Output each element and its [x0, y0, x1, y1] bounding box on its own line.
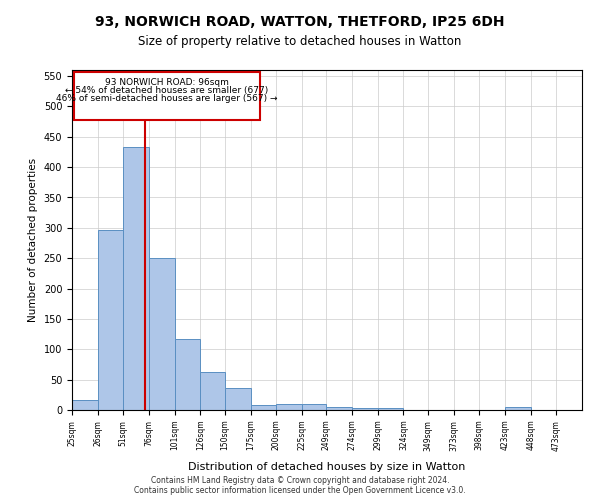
Text: 93 NORWICH ROAD: 96sqm: 93 NORWICH ROAD: 96sqm [105, 78, 229, 88]
Bar [378, 408, 403, 410]
Bar [175, 339, 200, 410]
Bar [200, 372, 225, 410]
Bar [302, 404, 326, 410]
Text: 93, NORWICH ROAD, WATTON, THETFORD, IP25 6DH: 93, NORWICH ROAD, WATTON, THETFORD, IP25… [95, 15, 505, 29]
Bar [149, 258, 175, 410]
X-axis label: Distribution of detached houses by size in Watton: Distribution of detached houses by size … [188, 462, 466, 471]
Text: ← 54% of detached houses are smaller (677): ← 54% of detached houses are smaller (67… [65, 86, 269, 96]
Bar [225, 388, 251, 410]
Bar [326, 407, 352, 410]
Bar [352, 408, 378, 410]
Bar [124, 147, 149, 410]
Bar [72, 400, 98, 410]
FancyBboxPatch shape [74, 72, 260, 120]
Bar [505, 407, 530, 410]
Text: Size of property relative to detached houses in Watton: Size of property relative to detached ho… [139, 35, 461, 48]
Bar [251, 404, 276, 410]
Bar [98, 230, 124, 410]
Bar [276, 404, 302, 410]
Text: Contains HM Land Registry data © Crown copyright and database right 2024.
Contai: Contains HM Land Registry data © Crown c… [134, 476, 466, 495]
Y-axis label: Number of detached properties: Number of detached properties [28, 158, 38, 322]
Text: 46% of semi-detached houses are larger (567) →: 46% of semi-detached houses are larger (… [56, 94, 278, 104]
